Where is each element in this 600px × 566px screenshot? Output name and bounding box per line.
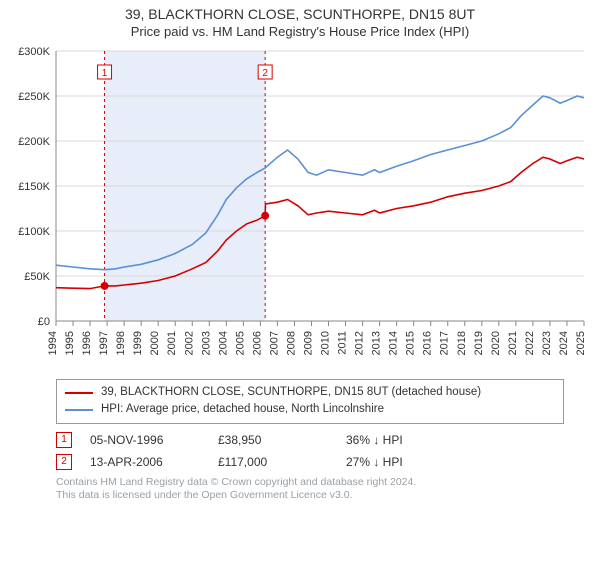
legend-swatch <box>65 409 93 411</box>
x-tick-label: 2020 <box>490 331 502 355</box>
x-tick-label: 2014 <box>388 331 400 355</box>
x-tick-label: 2000 <box>149 331 161 355</box>
x-tick-label: 2010 <box>320 331 332 355</box>
x-tick-label: 2015 <box>405 331 417 355</box>
x-tick-label: 2001 <box>166 331 178 355</box>
x-tick-label: 2024 <box>558 331 570 355</box>
x-tick-label: 2012 <box>354 331 366 355</box>
legend-item: HPI: Average price, detached house, Nort… <box>65 401 555 418</box>
x-tick-label: 2017 <box>439 331 451 355</box>
x-tick-label: 1994 <box>47 331 59 355</box>
event-row: 1 05-NOV-1996 £38,950 36% ↓ HPI <box>56 432 564 448</box>
x-tick-label: 2013 <box>371 331 383 355</box>
event-box-label: 2 <box>262 68 268 79</box>
y-tick-label: £200K <box>18 136 50 148</box>
x-tick-label: 1996 <box>81 331 93 355</box>
legend-label: 39, BLACKTHORN CLOSE, SCUNTHORPE, DN15 8… <box>101 384 481 401</box>
x-tick-label: 1999 <box>132 331 144 355</box>
x-tick-label: 2022 <box>524 331 536 355</box>
event-dot <box>101 282 109 290</box>
x-tick-label: 1997 <box>98 331 110 355</box>
x-tick-label: 2004 <box>217 331 229 355</box>
legend: 39, BLACKTHORN CLOSE, SCUNTHORPE, DN15 8… <box>56 379 564 424</box>
price-chart: £0 £50K £100K £150K £200K £250K £300K 1994 1995 1… <box>6 43 594 373</box>
footnote-line: This data is licensed under the Open Gov… <box>56 489 564 503</box>
chart-container: £0 £50K £100K £150K £200K £250K £300K 1994 1995 1… <box>6 43 594 373</box>
x-tick-label: 2021 <box>507 331 519 355</box>
x-tick-label: 2003 <box>200 331 212 355</box>
x-tick-label: 2025 <box>575 331 587 355</box>
x-tick-label: 2018 <box>456 331 468 355</box>
event-date: 05-NOV-1996 <box>90 433 200 447</box>
event-box-label: 1 <box>102 68 108 79</box>
event-price: £117,000 <box>218 455 328 469</box>
y-tick-label: £100K <box>18 226 50 238</box>
events-table: 1 05-NOV-1996 £38,950 36% ↓ HPI 2 13-APR-2006… <box>56 432 564 470</box>
y-tick-label: £50K <box>24 271 50 283</box>
x-tick-label: 2019 <box>473 331 485 355</box>
x-tick-label: 2006 <box>251 331 263 355</box>
x-tick-label: 1995 <box>64 331 76 355</box>
x-tick-label: 2023 <box>541 331 553 355</box>
y-tick-label: £0 <box>38 316 50 328</box>
event-date: 13-APR-2006 <box>90 455 200 469</box>
event-dot <box>261 212 269 220</box>
event-pct: 27% ↓ HPI <box>346 455 466 469</box>
x-tick-label: 2008 <box>285 331 297 355</box>
footnote-line: Contains HM Land Registry data © Crown c… <box>56 476 564 490</box>
y-tick-label: £150K <box>18 181 50 193</box>
legend-item: 39, BLACKTHORN CLOSE, SCUNTHORPE, DN15 8… <box>65 384 555 401</box>
x-tick-label: 2005 <box>234 331 246 355</box>
legend-swatch <box>65 392 93 394</box>
event-pct: 36% ↓ HPI <box>346 433 466 447</box>
x-tick-label: 2007 <box>268 331 280 355</box>
page-subtitle: Price paid vs. HM Land Registry's House … <box>0 24 600 39</box>
y-tick-label: £250K <box>18 91 50 103</box>
y-tick-label: £300K <box>18 46 50 58</box>
page-title: 39, BLACKTHORN CLOSE, SCUNTHORPE, DN15 8… <box>0 6 600 22</box>
x-tick-label: 1998 <box>115 331 127 355</box>
event-row: 2 13-APR-2006 £117,000 27% ↓ HPI <box>56 454 564 470</box>
footnote: Contains HM Land Registry data © Crown c… <box>56 476 564 503</box>
x-tick-label: 2009 <box>302 331 314 355</box>
x-tick-label: 2002 <box>183 331 195 355</box>
x-tick-label: 2011 <box>337 331 349 355</box>
event-marker-box: 2 <box>56 454 72 470</box>
x-tick-label: 2016 <box>422 331 434 355</box>
event-price: £38,950 <box>218 433 328 447</box>
legend-label: HPI: Average price, detached house, Nort… <box>101 401 384 418</box>
event-marker-box: 1 <box>56 432 72 448</box>
